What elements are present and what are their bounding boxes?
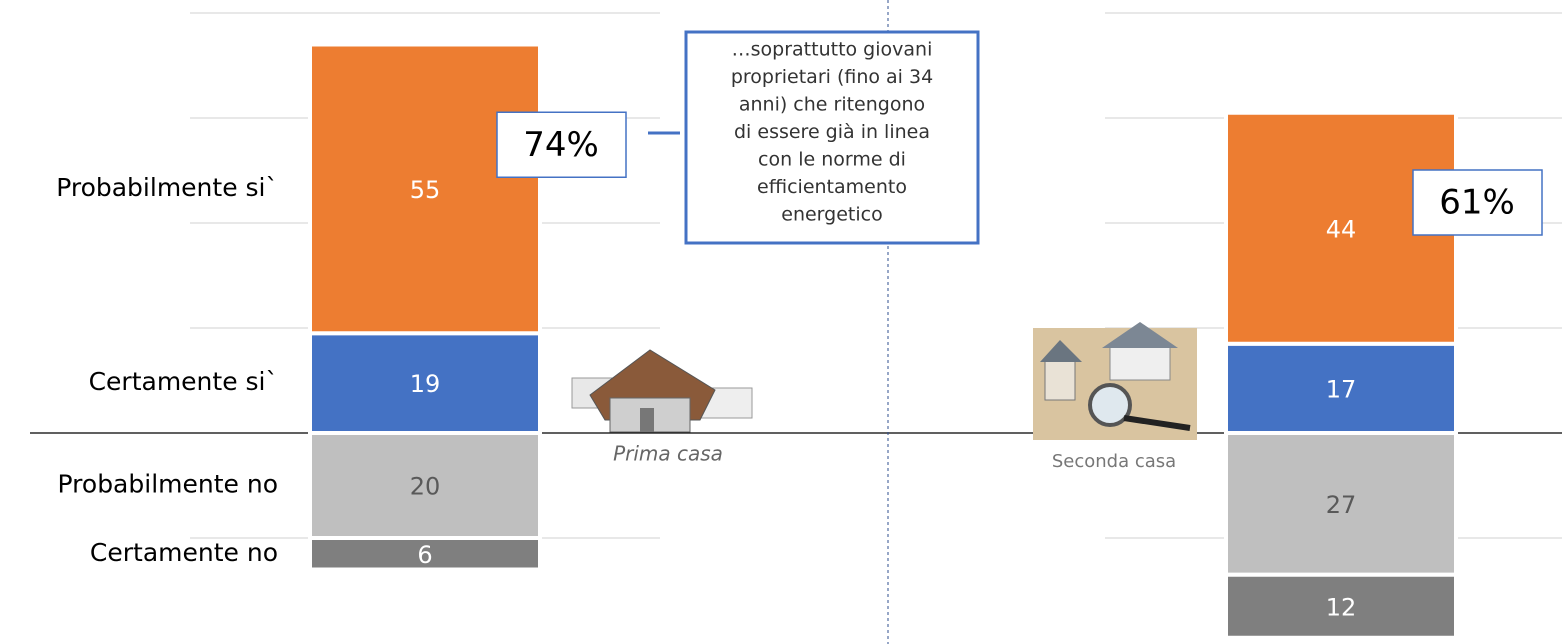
callout-box [684,30,980,245]
bar-segment [1224,341,1458,435]
category-label: Seconda casa [1052,451,1176,472]
callout-text: con le norme di [758,149,906,171]
callout-text: anni) che ritengono [739,94,925,116]
legend-label: Certamente no [90,538,278,567]
total-label: 74% [523,125,599,165]
houses-photo [1033,322,1197,440]
bar-segment [308,536,542,572]
house-sketch [571,349,753,433]
data-label: 6 [417,541,432,569]
data-label: 19 [410,370,441,398]
total-label: 61% [1439,183,1515,223]
callout-text: proprietari (fino ai 34 [731,66,933,88]
legend-label: Probabilmente no [58,470,278,499]
bar-segment [1224,431,1458,577]
category-label: Prima casa [613,442,723,466]
callout-text: …soprattutto giovani [732,39,933,61]
data-label: 44 [1326,215,1357,243]
data-label: 20 [410,473,441,501]
total-box [496,111,627,178]
bar-segment [308,42,542,336]
legend-label: Probabilmente si` [56,173,278,202]
total-box [1412,169,1543,236]
bar-segment [1224,572,1458,640]
legend-label: Certamente si` [89,367,278,396]
data-label: 17 [1326,375,1357,403]
callout-text: di essere già in linea [734,121,930,143]
data-label: 55 [410,176,441,204]
data-label: 12 [1326,593,1357,621]
callout-text: efficientamento [757,176,907,198]
callout-text: energetico [781,204,882,226]
data-label: 27 [1326,491,1357,519]
